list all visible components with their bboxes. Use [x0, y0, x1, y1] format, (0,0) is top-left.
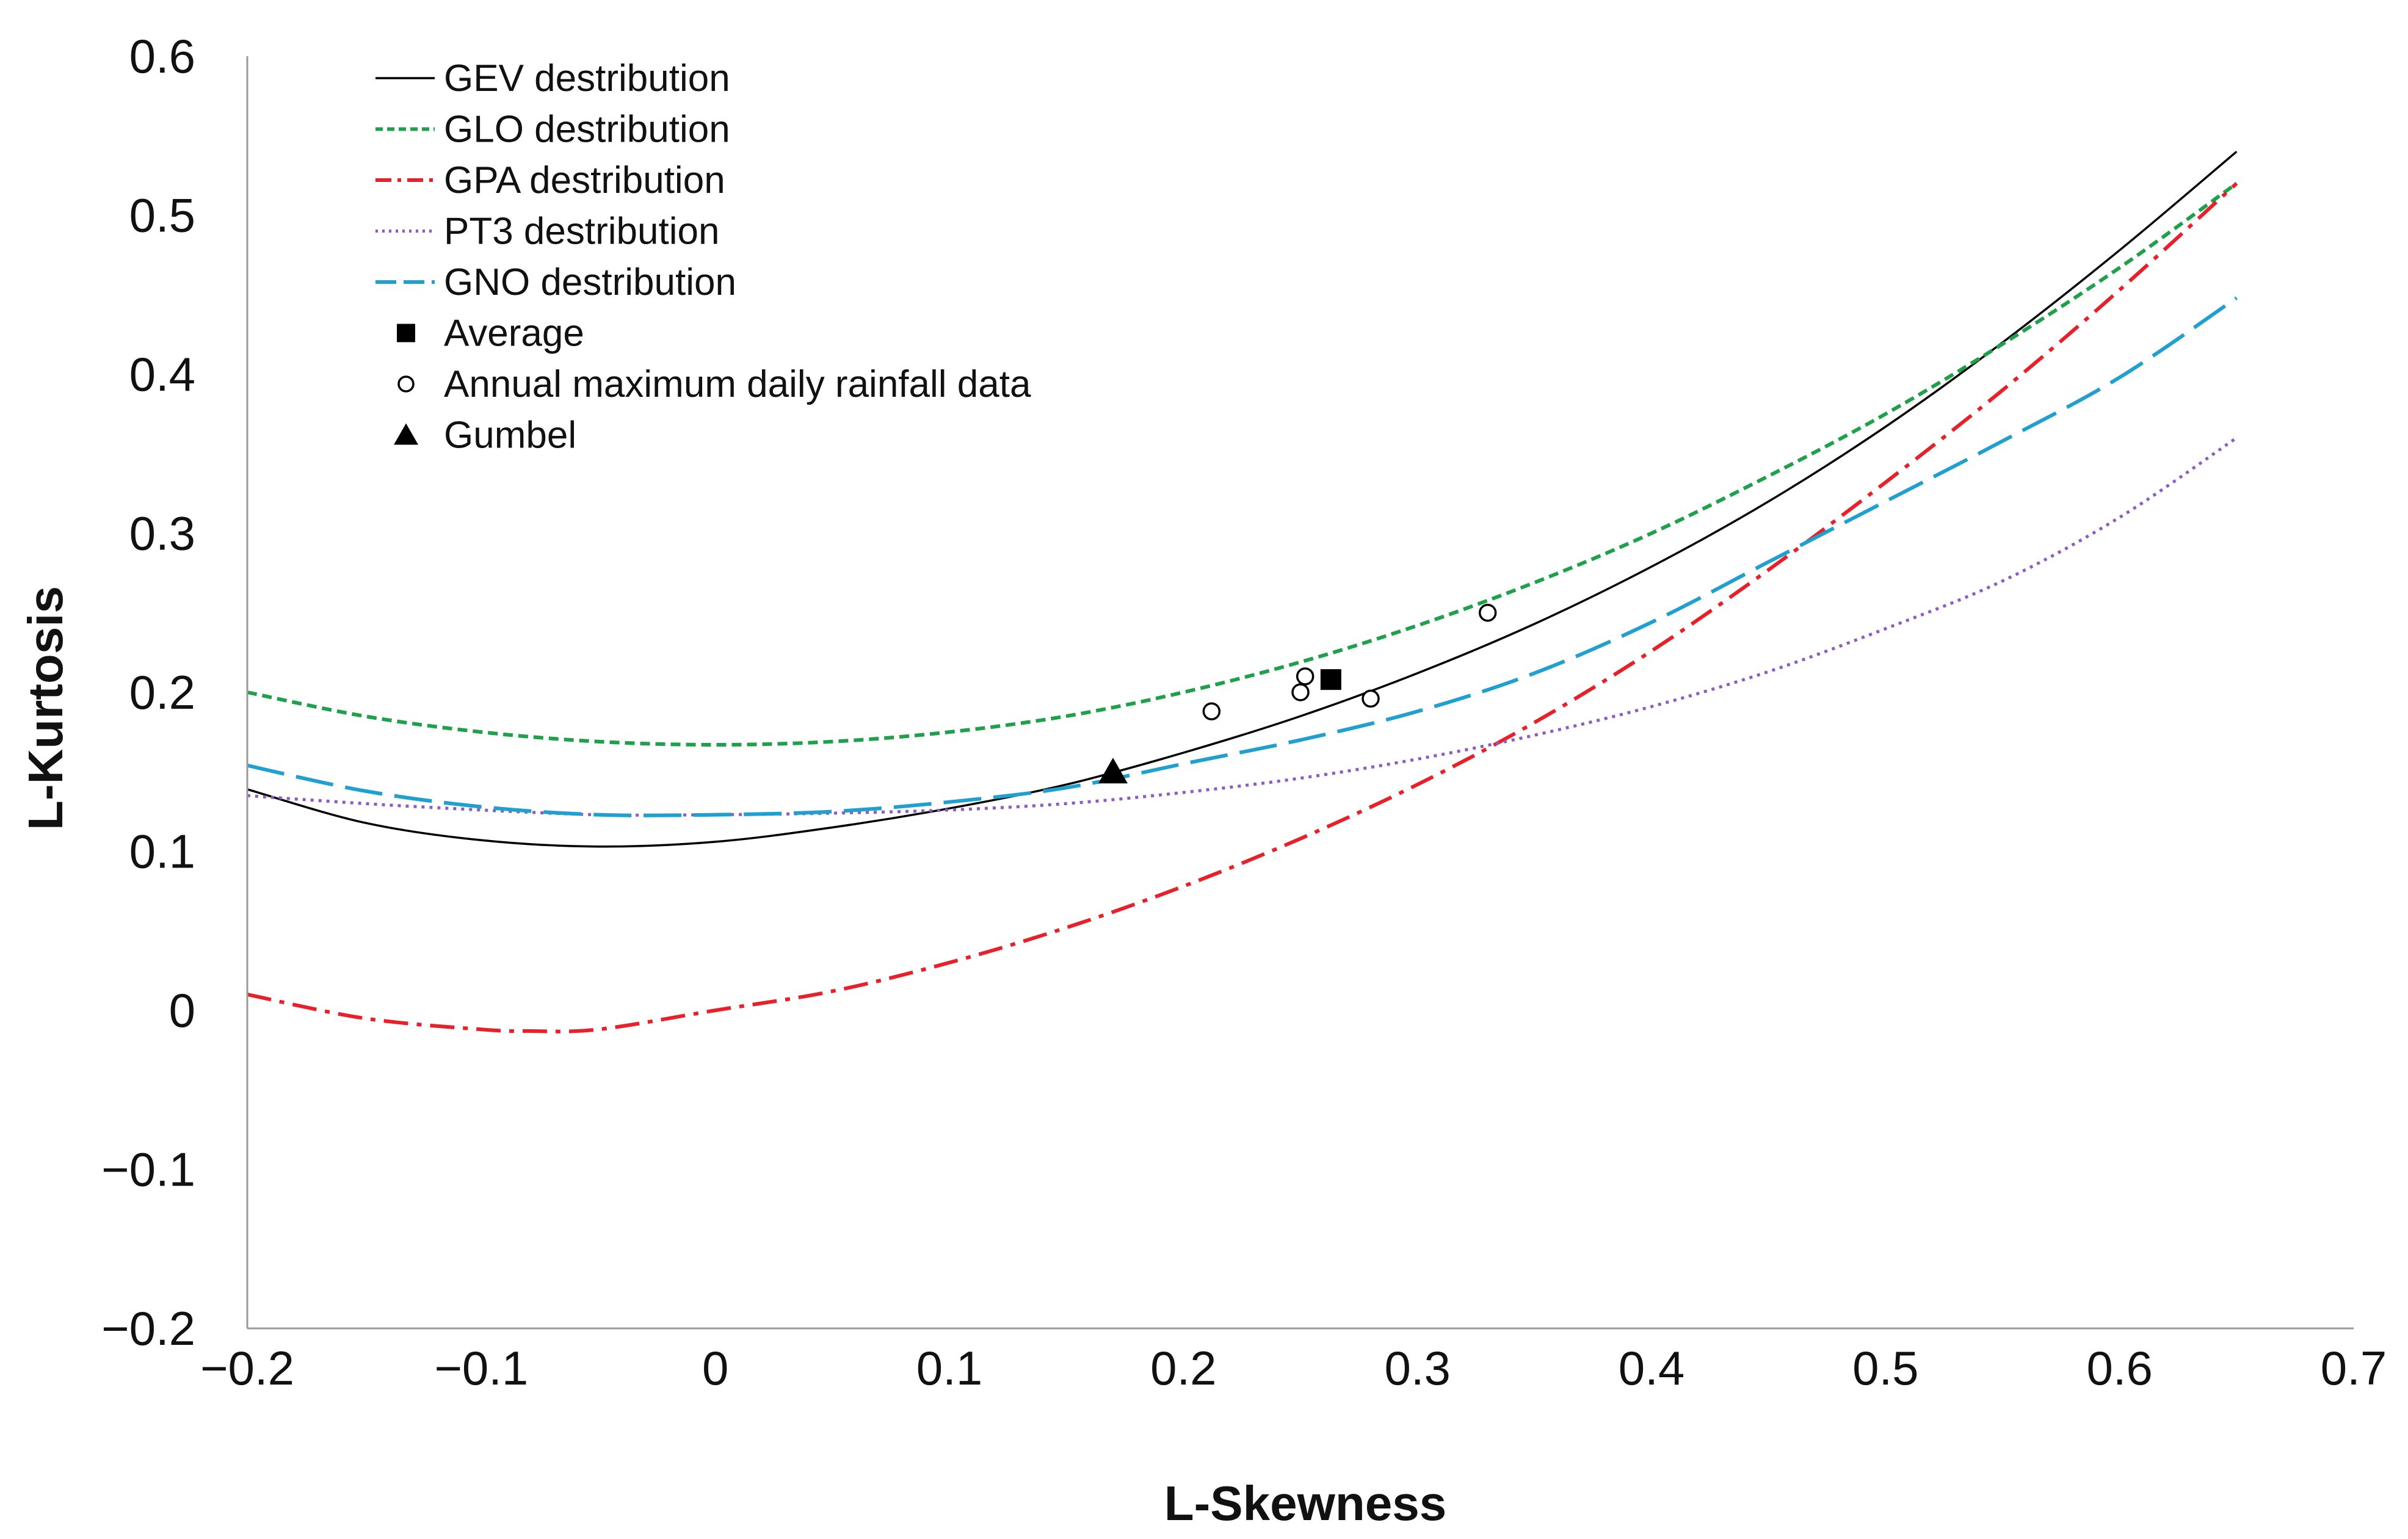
x-tick-label: −0.1 — [434, 1341, 528, 1395]
y-tick-label: 0.1 — [129, 825, 195, 878]
series-line-gpa — [247, 182, 2238, 1034]
legend-swatch-annual-max — [397, 375, 415, 393]
x-tick-label: 0.3 — [1384, 1341, 1450, 1395]
series-line-gno — [247, 296, 2238, 817]
x-tick-label: 0.1 — [916, 1341, 982, 1395]
y-tick-label: 0.2 — [129, 665, 195, 719]
y-tick-label: 0.5 — [129, 189, 195, 242]
annual-max-point — [1478, 604, 1497, 622]
annual-max-point — [1291, 683, 1310, 701]
average-point — [1320, 669, 1341, 690]
y-tick-label: 0.6 — [129, 29, 195, 83]
gumbel-point — [1098, 758, 1128, 784]
legend-label: Gumbel — [444, 415, 576, 457]
annual-max-point — [1296, 667, 1315, 686]
x-tick-label: 0.6 — [2086, 1341, 2152, 1395]
x-tick-label: −0.2 — [200, 1341, 294, 1395]
legend-label: GNO destribution — [444, 261, 736, 303]
legend-label: GLO destribution — [444, 109, 730, 151]
x-tick-label: 0.2 — [1150, 1341, 1216, 1395]
y-tick-label: −0.2 — [101, 1302, 195, 1355]
y-tick-label: 0.4 — [129, 347, 195, 401]
axes — [246, 56, 2354, 1330]
legend-label: Annual maximum daily rainfall data — [444, 363, 1031, 405]
legend: GEV destribution GLO destribution GPA dest… — [375, 57, 1031, 457]
series-line-gev — [247, 150, 2238, 848]
x-tick-label: 0.5 — [1852, 1341, 1918, 1395]
y-tick-label: 0.3 — [129, 507, 195, 560]
y-tick-label: −0.1 — [101, 1143, 195, 1197]
annual-max-point — [1362, 689, 1380, 708]
x-axis-title: L-Skewness — [1164, 1476, 1446, 1530]
legend-label: GEV destribution — [444, 57, 730, 100]
legend-label: Average — [444, 313, 584, 355]
series-line-pt3 — [247, 436, 2238, 817]
x-tick-label: 0.7 — [2321, 1341, 2387, 1395]
legend-swatch-average — [397, 324, 415, 342]
plot-area — [247, 150, 2238, 1034]
legend-label: PT3 destribution — [444, 211, 719, 253]
series-line-glo — [247, 181, 2238, 747]
y-tick-label: 0 — [169, 983, 195, 1037]
annual-max-point — [1202, 702, 1221, 721]
tick-labels: −0.2 −0.1 0 0.1 0.2 0.3 0.4 0.5 0.6 0.7 0.6 0.5 0.4 0… — [101, 29, 2387, 1395]
legend-label: GPA destribution — [444, 159, 725, 201]
x-tick-label: 0.4 — [1619, 1341, 1685, 1395]
y-axis-title: L-Kurtosis — [18, 586, 73, 830]
x-tick-label: 0 — [702, 1341, 728, 1395]
legend-swatch-gumbel — [394, 423, 418, 445]
